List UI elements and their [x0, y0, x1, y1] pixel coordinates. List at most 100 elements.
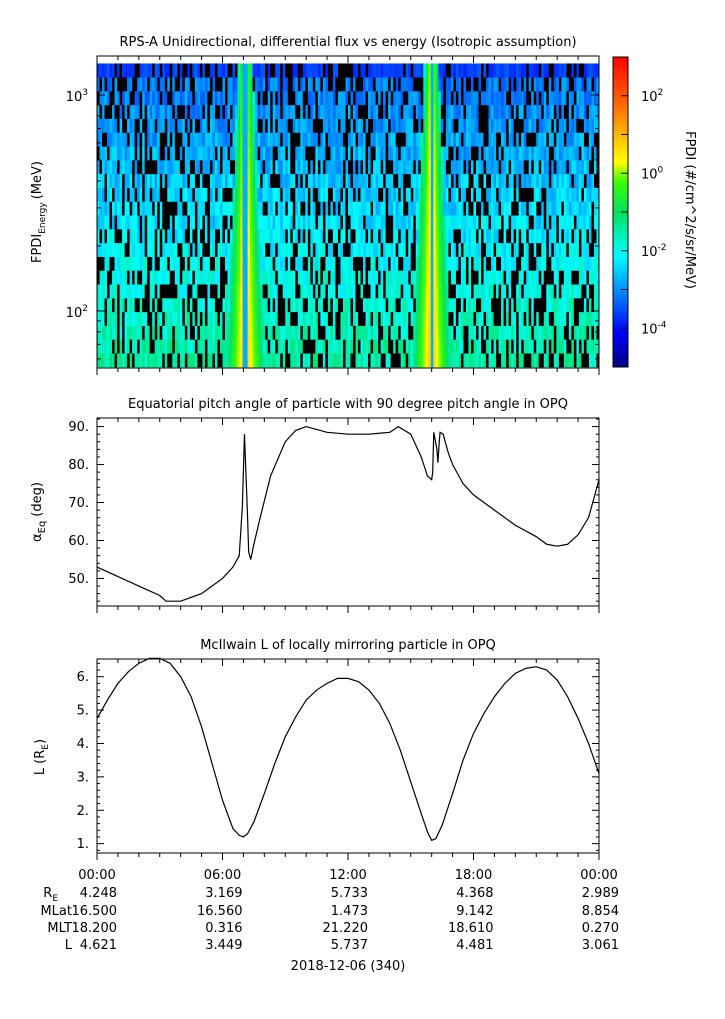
- spectrogram-cell: [591, 146, 595, 161]
- spectrogram-cell: [546, 118, 550, 133]
- spectrogram-cell: [345, 201, 349, 216]
- spectrogram-cell: [360, 187, 364, 202]
- spectrogram-cell: [493, 187, 497, 202]
- spectrogram-cell: [174, 201, 178, 216]
- spectrogram-cell: [450, 298, 454, 313]
- spectrogram-cell: [398, 298, 402, 313]
- spectrogram-cell: [235, 229, 238, 244]
- spectrogram-cell: [435, 146, 439, 161]
- spectrogram-cell: [164, 63, 168, 78]
- spectrogram-cell: [144, 242, 148, 257]
- spectrogram-cell: [558, 229, 562, 244]
- spectrogram-cell: [395, 298, 399, 313]
- spectrogram-cell: [591, 77, 595, 92]
- spectrogram-cell: [358, 132, 361, 147]
- spectrogram-cell: [147, 160, 151, 175]
- spectrogram-cell: [486, 298, 489, 313]
- spectrogram-cell: [486, 339, 489, 354]
- spectrogram-cell: [373, 187, 376, 202]
- spectrogram-cell: [290, 284, 294, 299]
- spectrogram-cell: [546, 325, 550, 340]
- spectrogram-cell: [295, 201, 299, 216]
- spectrogram-cell: [591, 242, 595, 257]
- spectrogram-cell: [207, 160, 211, 175]
- spectrogram-cell: [588, 173, 592, 188]
- spectrogram-cell: [498, 173, 502, 188]
- spectrogram-cell: [99, 229, 103, 244]
- spectrogram-cell: [418, 201, 422, 216]
- spectrogram-cell: [222, 201, 226, 216]
- spectrogram-cell: [174, 298, 178, 313]
- spectrogram-cell: [285, 118, 289, 133]
- spectrogram-cell: [583, 104, 587, 119]
- spectrogram-cell: [287, 63, 291, 78]
- spectrogram-cell: [302, 298, 306, 313]
- spectrogram-cell: [267, 160, 271, 175]
- spectrogram-cell: [179, 298, 183, 313]
- spectrogram-cell: [114, 132, 118, 147]
- spectrogram-cell: [275, 311, 279, 326]
- spectrogram-cell: [476, 298, 479, 313]
- spectrogram-cell: [486, 91, 489, 106]
- spectrogram-cell: [526, 160, 530, 175]
- spectrogram-cell: [242, 146, 246, 161]
- spectrogram-cell: [197, 146, 201, 161]
- spectrogram-cell: [526, 325, 530, 340]
- spectrogram-cell: [107, 339, 110, 354]
- spectrogram-cell: [413, 311, 417, 326]
- spectrogram-cell: [235, 118, 238, 133]
- spectrogram-cell: [428, 201, 432, 216]
- spectrogram-cell: [481, 311, 484, 326]
- spectrogram-cell: [144, 201, 148, 216]
- spectrogram-cell: [511, 298, 514, 313]
- spectrogram-cell: [325, 146, 329, 161]
- spectrogram-cell: [204, 77, 208, 92]
- spectrogram-cell: [209, 173, 213, 188]
- spectrogram-cell: [581, 77, 585, 92]
- spectrogram-cell: [184, 146, 188, 161]
- spectrogram-cell: [375, 242, 379, 257]
- spectrogram-cell: [282, 256, 286, 271]
- spectrogram-cell: [182, 146, 186, 161]
- spectrogram-cell: [566, 353, 570, 368]
- spectrogram-cell: [255, 146, 258, 161]
- spectrogram-cell: [493, 118, 497, 133]
- spectrogram-cell: [523, 63, 527, 78]
- spectrogram-cell: [335, 242, 339, 257]
- spectrogram-cell: [388, 146, 391, 161]
- spectrogram-cell: [348, 118, 351, 133]
- spectrogram-cell: [463, 146, 467, 161]
- spectrogram-cell: [192, 325, 196, 340]
- spectrogram-cell: [368, 298, 371, 313]
- spectrogram-cell: [159, 353, 163, 368]
- spectrogram-cell: [488, 298, 492, 313]
- spectrogram-cell: [345, 270, 349, 285]
- spectrogram-cell: [177, 284, 181, 299]
- spectrogram-cell: [413, 187, 417, 202]
- spectrogram-cell: [124, 298, 128, 313]
- spectrogram-cell: [167, 160, 171, 175]
- spectrogram-cell: [591, 187, 595, 202]
- spectrogram-cell: [568, 187, 572, 202]
- spectrogram-y-label: FPDIEnergy(MeV): [30, 161, 48, 263]
- spectrogram-cell: [225, 132, 228, 147]
- spectrogram-cell: [280, 215, 284, 230]
- spectrogram-cell: [179, 353, 183, 368]
- spectrogram-cell: [322, 229, 326, 244]
- spectrogram-cell: [219, 118, 223, 133]
- spectrogram-cell: [591, 63, 595, 78]
- spectrogram-cell: [450, 187, 454, 202]
- spectrogram-cell: [380, 256, 384, 271]
- spectrogram-cell: [501, 353, 504, 368]
- spectrogram-cell: [157, 91, 161, 106]
- spectrogram-cell: [473, 242, 477, 257]
- spectrogram-cell: [142, 63, 145, 78]
- spectrogram-cell: [463, 173, 467, 188]
- spectrogram-cell: [295, 242, 299, 257]
- spectrogram-cell: [481, 256, 484, 271]
- spectrogram-cell: [468, 284, 472, 299]
- spectrogram-cell: [360, 229, 364, 244]
- spectrogram-cell: [172, 353, 176, 368]
- spectrogram-cell: [327, 187, 331, 202]
- spectrogram-cell: [408, 63, 412, 78]
